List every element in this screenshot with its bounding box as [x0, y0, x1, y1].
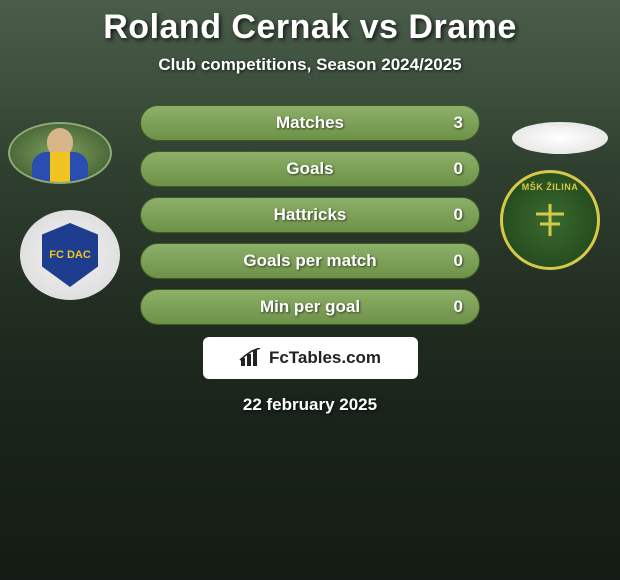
stat-label: Goals — [141, 159, 479, 179]
stat-row-hattricks: Hattricks 0 — [140, 197, 480, 233]
stat-value-right: 0 — [454, 205, 463, 225]
stat-row-goals-per-match: Goals per match 0 — [140, 243, 480, 279]
page-subtitle: Club competitions, Season 2024/2025 — [0, 55, 620, 75]
stat-value-right: 3 — [454, 113, 463, 133]
club-left-badge-inner: FC DAC — [42, 223, 98, 287]
bar-chart-icon — [239, 348, 263, 368]
stat-row-matches: Matches 3 — [140, 105, 480, 141]
player-left-avatar — [8, 122, 112, 184]
page-title: Roland Cernak vs Drame — [0, 8, 620, 47]
stat-label: Matches — [141, 113, 479, 133]
date-label: 22 february 2025 — [0, 395, 620, 415]
stat-value-right: 0 — [454, 297, 463, 317]
club-left-badge-text: FC DAC — [49, 249, 91, 261]
stat-label: Goals per match — [141, 251, 479, 271]
stat-label: Hattricks — [141, 205, 479, 225]
club-right-cross-icon — [530, 200, 570, 240]
stat-row-goals: Goals 0 — [140, 151, 480, 187]
comparison-card: Roland Cernak vs Drame Club competitions… — [0, 0, 620, 580]
club-right-badge: MŠK ŽILINA — [500, 170, 600, 270]
stat-label: Min per goal — [141, 297, 479, 317]
stat-value-right: 0 — [454, 159, 463, 179]
fctables-badge[interactable]: FcTables.com — [203, 337, 418, 379]
player-right-avatar — [512, 122, 608, 154]
stat-row-min-per-goal: Min per goal 0 — [140, 289, 480, 325]
club-right-badge-text: MŠK ŽILINA — [520, 182, 580, 192]
stat-value-right: 0 — [454, 251, 463, 271]
avatar-jersey — [32, 152, 88, 182]
club-right-badge-inner: MŠK ŽILINA — [520, 190, 580, 250]
fctables-label: FcTables.com — [269, 348, 381, 368]
club-left-badge: FC DAC — [20, 210, 120, 300]
